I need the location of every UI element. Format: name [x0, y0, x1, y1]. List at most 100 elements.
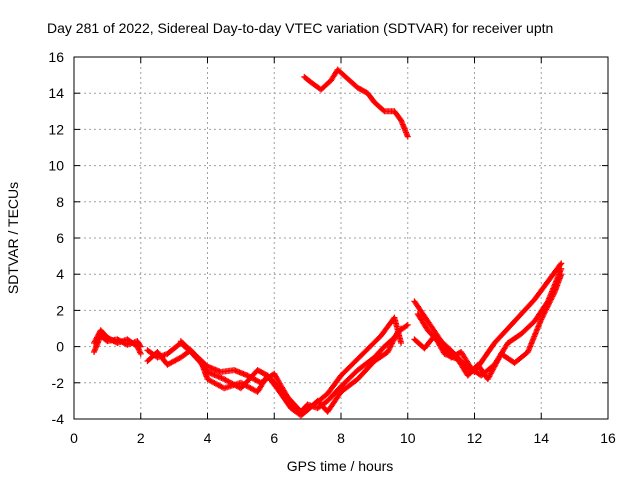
y-tick-label: -2 [52, 375, 65, 391]
data-trace [98, 333, 110, 344]
grid [74, 57, 608, 419]
data-trace [135, 345, 144, 356]
data-trace [355, 355, 377, 373]
y-tick-label: 2 [56, 302, 64, 318]
x-tick-label: 8 [337, 430, 345, 446]
data-trace [125, 337, 140, 349]
data-trace [205, 376, 226, 391]
data-trace [345, 76, 360, 90]
x-tick-label: 4 [204, 430, 212, 446]
data-point [404, 133, 411, 140]
data-trace [339, 353, 363, 378]
data-trace [519, 319, 537, 336]
series-arc-5 [177, 314, 405, 417]
y-tick-label: 0 [56, 339, 64, 355]
data-trace [392, 109, 404, 123]
data-trace [319, 78, 333, 92]
data-trace [372, 349, 390, 364]
data-trace [439, 339, 457, 356]
data-trace [398, 118, 411, 139]
data-trace [299, 402, 317, 416]
chart-title: Day 281 of 2022, Sidereal Day-to-day VTE… [47, 20, 553, 36]
y-axis-label: SDTVAR / TECUs [5, 182, 21, 294]
data-trace [425, 328, 444, 347]
y-tick-label: -4 [52, 411, 65, 427]
x-tick-label: 2 [137, 430, 145, 446]
data-trace [412, 299, 430, 323]
series-arc-4 [144, 321, 411, 419]
data-trace [339, 377, 360, 394]
data-trace [449, 349, 463, 360]
x-tick-label: 16 [600, 430, 616, 446]
data-trace [285, 395, 303, 416]
y-tick-label: 8 [56, 194, 64, 210]
y-tick-label: 4 [56, 266, 64, 282]
data-trace [355, 85, 370, 96]
data-trace [335, 67, 350, 81]
data-trace [482, 341, 497, 360]
data-trace [391, 316, 404, 345]
data-trace [325, 384, 343, 403]
data-trace [525, 317, 544, 354]
x-tick-label: 12 [467, 430, 483, 446]
data-trace [519, 297, 537, 316]
data-trace [205, 369, 226, 382]
data-trace [492, 326, 510, 345]
data-trace [178, 339, 197, 356]
data-trace [545, 267, 564, 303]
data-trace [272, 372, 290, 399]
data-trace [222, 380, 243, 391]
data-trace [325, 373, 344, 396]
data-trace [545, 261, 564, 284]
data-trace [458, 350, 474, 370]
data-trace [165, 346, 177, 356]
series-arc-8 [414, 265, 565, 379]
data-trace [259, 371, 277, 385]
data-trace [325, 390, 344, 414]
y-tick-label: 14 [48, 85, 64, 101]
data-trace [425, 319, 444, 343]
data-trace [239, 380, 260, 395]
data-point [404, 321, 411, 328]
data-trace [278, 391, 294, 410]
data-trace [312, 391, 330, 407]
data-trace [512, 350, 530, 365]
data-trace [506, 331, 524, 346]
x-tick-label: 6 [270, 430, 278, 446]
series-arc-9 [301, 66, 411, 140]
x-tick-label: 0 [70, 430, 78, 446]
data-trace [505, 312, 524, 331]
data-trace [532, 299, 551, 323]
x-tick-label: 14 [533, 430, 549, 446]
y-tick-label: 6 [56, 230, 64, 246]
data-trace [165, 355, 183, 367]
data-trace [98, 328, 110, 340]
data-point [558, 265, 565, 272]
data-trace [365, 91, 377, 105]
data-trace [302, 74, 313, 85]
data-trace [439, 342, 454, 360]
data-point [137, 350, 144, 357]
series-arc-2 [91, 327, 144, 357]
data-trace [192, 351, 210, 369]
y-tick-label: 12 [48, 121, 64, 137]
data-trace [372, 344, 387, 360]
data-trace [155, 350, 170, 367]
data-trace [372, 100, 387, 114]
data-trace [135, 339, 143, 349]
x-tick-label: 10 [400, 430, 416, 446]
data-trace [339, 368, 360, 389]
data-trace [415, 312, 430, 332]
y-tick-label: 16 [48, 49, 64, 65]
data-point [398, 339, 405, 346]
data-trace [91, 334, 104, 354]
data-trace [355, 359, 377, 382]
data-trace [479, 362, 497, 378]
data-trace [492, 341, 511, 367]
data-points [91, 66, 565, 419]
data-trace [455, 357, 470, 378]
data-trace [359, 333, 383, 358]
data-point [558, 260, 565, 267]
data-trace [532, 279, 551, 302]
